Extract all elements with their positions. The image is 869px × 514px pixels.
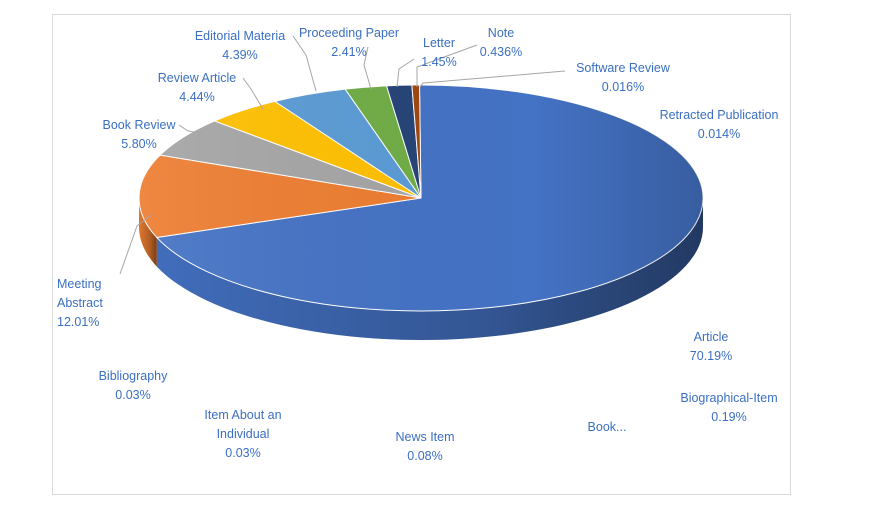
label-line: Individual	[217, 427, 270, 441]
label-line: 2.41%	[331, 45, 366, 59]
label-line: Review Article	[158, 71, 237, 85]
label-article: Article 70.19%	[690, 330, 732, 363]
label-line: 0.08%	[407, 449, 442, 463]
leader-line-6	[416, 44, 478, 87]
label-meeting-abstract: Meeting Abstract 12.01%	[57, 277, 103, 329]
leader-line-4	[363, 46, 372, 90]
label-line: 0.016%	[602, 80, 644, 94]
label-line: Book Review	[103, 118, 177, 132]
label-note: Note 0.436%	[480, 26, 522, 59]
label-line: Letter	[423, 36, 455, 50]
slice-side-shade-1	[139, 198, 157, 267]
label-line: 12.01%	[57, 315, 99, 329]
leader-line-1	[178, 124, 202, 134]
slice-side-shade-0	[156, 198, 704, 340]
label-line: 4.44%	[179, 90, 214, 104]
label-line: News Item	[395, 430, 454, 444]
label-line: Item About an	[204, 408, 281, 422]
label-line: 0.014%	[698, 127, 740, 141]
label-line: Article	[694, 330, 729, 344]
label-review-article: Review Article 4.44%	[158, 71, 237, 104]
pie-top-faces	[138, 84, 704, 312]
label-line: 0.03%	[115, 388, 150, 402]
label-editorial-materia: Editorial Materia 4.39%	[195, 29, 285, 62]
label-proceeding-paper: Proceeding Paper 2.41%	[299, 26, 399, 59]
leader-line-2	[242, 77, 264, 110]
label-line: Editorial Materia	[195, 29, 285, 43]
label-line: 0.03%	[225, 446, 260, 460]
label-line: 70.19%	[690, 349, 732, 363]
label-news-item: News Item 0.08%	[395, 430, 454, 463]
label-bibliography: Bibliography 0.03%	[99, 369, 169, 402]
label-line: Biographical-Item	[680, 391, 777, 405]
label-software-review: Software Review 0.016%	[576, 61, 671, 94]
label-line: 0.436%	[480, 45, 522, 59]
pie-top-gloss	[139, 85, 703, 311]
label-line: Software Review	[576, 61, 671, 75]
label-line: Note	[488, 26, 514, 40]
pie-side-walls	[139, 198, 704, 340]
chart-area: Article 70.19% Meeting Abstract 12.01% Book R…	[52, 14, 791, 495]
leader-lines	[119, 35, 566, 275]
label-line: 5.80%	[121, 137, 156, 151]
label-biographical-item: Biographical-Item 0.19%	[680, 391, 777, 424]
label-line: Meeting	[57, 277, 102, 291]
pie-chart: Article 70.19% Meeting Abstract 12.01% Book R…	[57, 26, 778, 463]
label-line: Abstract	[57, 296, 103, 310]
label-line: 0.19%	[711, 410, 746, 424]
leader-line-7	[419, 70, 566, 88]
label-line: Retracted Publication	[660, 108, 779, 122]
leader-line-5	[396, 58, 415, 88]
label-retracted-publication: Retracted Publication 0.014%	[660, 108, 779, 141]
label-book-truncated: Book...	[588, 420, 627, 434]
label-line: Proceeding Paper	[299, 26, 399, 40]
slice-labels: Article 70.19% Meeting Abstract 12.01% Book R…	[57, 26, 778, 463]
label-line: Bibliography	[99, 369, 169, 383]
label-book-review: Book Review 5.80%	[103, 118, 177, 151]
label-item-about-individual: Item About an Individual 0.03%	[204, 408, 281, 460]
label-line: Book...	[588, 420, 627, 434]
label-line: 1.45%	[421, 55, 456, 69]
label-line: 4.39%	[222, 48, 257, 62]
label-letter: Letter 1.45%	[421, 36, 456, 69]
leader-line-3	[292, 35, 317, 92]
leader-line-0	[119, 214, 152, 275]
